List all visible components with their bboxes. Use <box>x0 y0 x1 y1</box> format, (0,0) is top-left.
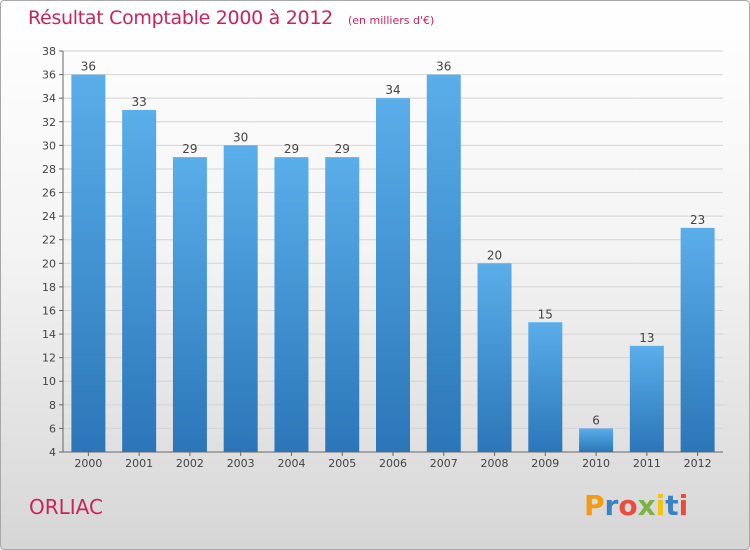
x-tick-label-2009: 2009 <box>531 457 559 470</box>
y-tick-label: 36 <box>42 69 56 82</box>
logo-letter: P <box>584 489 605 522</box>
bar-2004 <box>274 157 309 452</box>
value-label-2009: 15 <box>538 307 553 321</box>
y-tick-label: 22 <box>42 234 56 247</box>
y-tick-label: 28 <box>42 163 56 176</box>
x-tick-label-2005: 2005 <box>328 457 356 470</box>
bar-2005 <box>325 157 360 452</box>
value-label-2003: 30 <box>233 130 248 144</box>
y-tick-label: 12 <box>42 352 56 365</box>
bar-2009 <box>528 322 563 452</box>
y-tick-label: 14 <box>42 328 56 341</box>
value-label-2002: 29 <box>182 142 197 156</box>
value-label-2000: 36 <box>81 60 96 74</box>
logo-letter: i <box>655 489 666 522</box>
y-tick-label: 38 <box>42 45 56 58</box>
bar-2000 <box>71 74 106 453</box>
x-tick-label-2003: 2003 <box>227 457 255 470</box>
y-tick-label: 24 <box>42 210 56 223</box>
logo-letter: i <box>678 489 689 522</box>
bar-2011 <box>629 345 664 452</box>
x-tick-label-2004: 2004 <box>277 457 305 470</box>
axis-layer: 4 6 8 10 12 14 16 18 20 22 24 26 28 30 32 34 36 38 2000 200… <box>42 45 723 470</box>
y-tick-label: 10 <box>42 375 56 388</box>
bar-2012 <box>680 227 715 452</box>
logo-letter: x <box>637 489 656 522</box>
bar-2002 <box>172 157 207 452</box>
logo-letter: r <box>604 489 619 522</box>
x-tick-label-2001: 2001 <box>125 457 153 470</box>
value-label-2007: 36 <box>436 60 451 74</box>
logo-letter: t <box>665 489 679 522</box>
bar-2008 <box>477 263 512 452</box>
chart-title: Résultat Comptable 2000 à 2012 <box>28 7 333 29</box>
x-tick-label-2000: 2000 <box>74 457 102 470</box>
x-tick-label-2006: 2006 <box>379 457 407 470</box>
value-label-2004: 29 <box>284 142 299 156</box>
bar-2007 <box>426 74 461 453</box>
value-label-2006: 34 <box>385 83 400 97</box>
x-tick-label-2008: 2008 <box>481 457 509 470</box>
bar-2010 <box>579 428 614 452</box>
y-tick-label: 8 <box>49 399 56 412</box>
proxiti-logo[interactable]: Proxiti <box>584 489 688 522</box>
x-tick-label-2007: 2007 <box>430 457 458 470</box>
bar-2001 <box>122 109 157 453</box>
value-label-2010: 6 <box>592 413 600 427</box>
value-label-2012: 23 <box>690 213 705 227</box>
y-tick-label: 6 <box>49 422 56 435</box>
value-label-2005: 29 <box>335 142 350 156</box>
logo-letter: o <box>618 489 638 522</box>
bar-2006 <box>376 98 410 453</box>
x-tick-label-2010: 2010 <box>582 457 610 470</box>
x-tick-label-2012: 2012 <box>684 457 712 470</box>
value-label-2011: 13 <box>639 331 654 345</box>
value-label-2008: 20 <box>487 248 502 262</box>
x-tick-label-2011: 2011 <box>633 457 661 470</box>
y-tick-label: 32 <box>42 116 56 129</box>
bar-2003 <box>223 145 258 452</box>
chart-unit: (en milliers d'€) <box>347 14 435 27</box>
value-label-2001: 33 <box>132 95 147 109</box>
commune-name: ORLIAC <box>29 495 103 519</box>
y-tick-label: 16 <box>42 304 56 317</box>
y-tick-label: 20 <box>42 257 56 270</box>
y-tick-label: 18 <box>42 281 56 294</box>
y-tick-label: 4 <box>49 446 56 459</box>
title-block: Résultat Comptable 2000 à 2012 (en milli… <box>28 7 434 29</box>
y-tick-label: 30 <box>42 139 56 152</box>
y-tick-label: 34 <box>42 92 56 105</box>
y-tick-label: 26 <box>42 187 56 200</box>
x-tick-label-2002: 2002 <box>176 457 204 470</box>
bar-layer: 36 33 29 30 29 29 34 36 20 15 6 13 23 <box>71 60 715 453</box>
